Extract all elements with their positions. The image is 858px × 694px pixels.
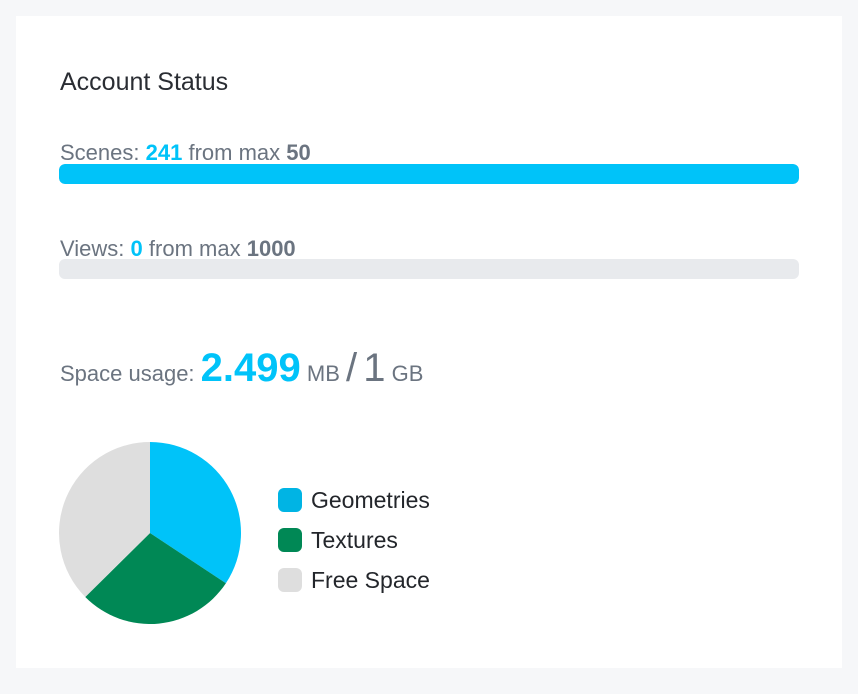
views-progress-bar bbox=[59, 259, 799, 279]
legend-swatch bbox=[278, 488, 302, 512]
scenes-middle: from max bbox=[188, 140, 281, 165]
views-stat: Views: 0 from max 1000 bbox=[60, 236, 296, 262]
space-total: 1 bbox=[363, 346, 386, 390]
space-usage: Space usage: 2.499 MB / 1 GB bbox=[60, 346, 423, 391]
space-used: 2.499 bbox=[200, 346, 301, 390]
legend-label: Geometries bbox=[311, 486, 430, 513]
scenes-stat: Scenes: 241 from max 50 bbox=[60, 140, 311, 166]
legend-item-geometries: Geometries bbox=[278, 480, 430, 520]
legend-item-free-space: Free Space bbox=[278, 560, 430, 600]
views-label: Views: bbox=[60, 236, 125, 261]
legend-swatch bbox=[278, 528, 302, 552]
scenes-progress-bar bbox=[59, 164, 799, 184]
space-separator: / bbox=[346, 346, 358, 390]
views-middle: from max bbox=[148, 236, 241, 261]
legend-label: Free Space bbox=[311, 566, 430, 593]
card-title: Account Status bbox=[60, 68, 229, 96]
legend-label: Textures bbox=[311, 526, 398, 553]
scenes-value: 241 bbox=[145, 140, 183, 165]
space-pie-chart bbox=[58, 442, 241, 625]
scenes-label: Scenes: bbox=[60, 140, 140, 165]
scenes-progress-fill bbox=[59, 164, 799, 184]
scenes-max: 50 bbox=[286, 140, 311, 165]
space-label: Space usage: bbox=[60, 361, 195, 386]
pie-slice-geometries bbox=[150, 442, 241, 584]
pie-slice-free-space bbox=[58, 442, 151, 597]
views-max: 1000 bbox=[246, 236, 296, 261]
pie-slice-textures bbox=[85, 533, 226, 625]
space-used-unit: MB bbox=[306, 361, 340, 386]
views-value: 0 bbox=[130, 236, 143, 261]
pie-legend: Geometries Textures Free Space bbox=[278, 480, 430, 600]
account-status-card: Account Status Scenes: 241 from max 50 V… bbox=[16, 16, 842, 668]
legend-swatch bbox=[278, 568, 302, 592]
space-total-unit: GB bbox=[391, 361, 424, 386]
legend-item-textures: Textures bbox=[278, 520, 430, 560]
